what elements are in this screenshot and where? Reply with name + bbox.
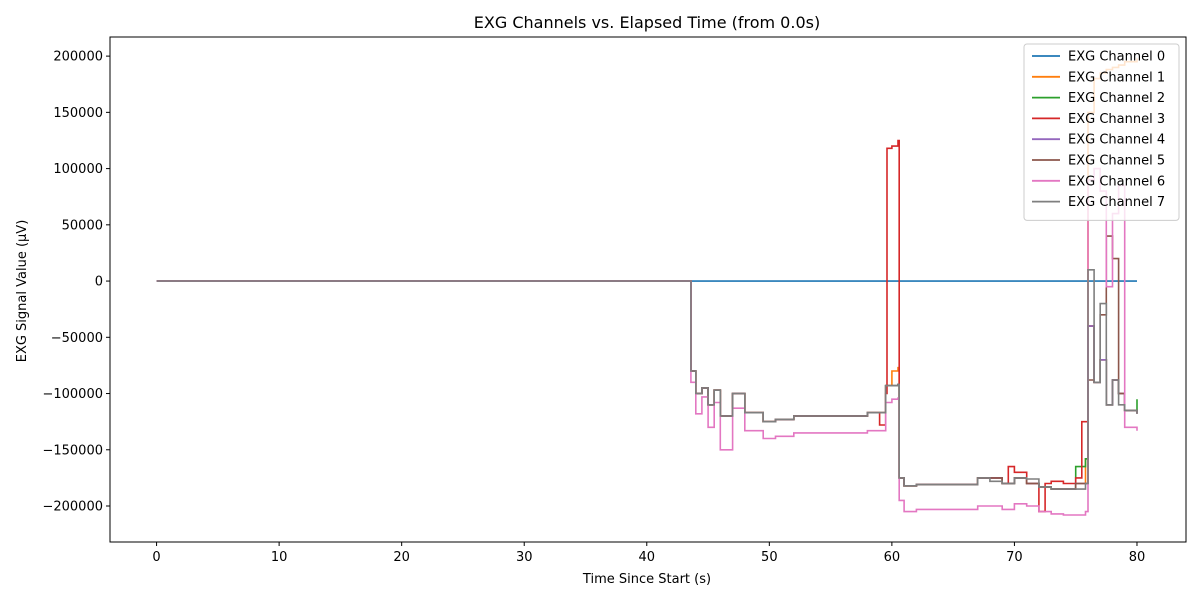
- legend-label: EXG Channel 0: [1068, 50, 1165, 65]
- y-axis: −200000 −150000 −100000 −50000 0 50000 100000 1…: [42, 50, 110, 515]
- legend-label: EXG Channel 4: [1068, 133, 1165, 148]
- y-tick-label: −50000: [51, 331, 103, 346]
- axes-frame: [109, 36, 1187, 543]
- y-tick-label: 100000: [53, 162, 103, 177]
- y-tick-label: −150000: [42, 443, 103, 458]
- legend-label: EXG Channel 3: [1068, 112, 1165, 127]
- legend-box: [1023, 43, 1180, 221]
- x-axis: 0 10 20 30 40 50 60 70 80: [152, 542, 1145, 565]
- x-tick-label: 60: [884, 550, 901, 565]
- x-tick-label: 20: [393, 550, 410, 565]
- x-tick-label: 50: [761, 550, 778, 565]
- x-axis-label: Time Since Start (s): [582, 572, 711, 587]
- y-tick-label: 50000: [62, 218, 103, 233]
- series-line-7: [156, 269, 1138, 490]
- x-tick-label: 80: [1129, 550, 1146, 565]
- y-axis-label: EXG Signal Value (µV): [15, 220, 30, 363]
- y-tick-label: 0: [95, 275, 103, 290]
- x-tick-label: 0: [152, 550, 160, 565]
- x-tick-label: 70: [1006, 550, 1023, 565]
- legend-label: EXG Channel 2: [1068, 91, 1165, 106]
- legend: EXG Channel 0 EXG Channel 1 EXG Channel 2 E…: [1023, 43, 1180, 221]
- y-tick-label: −200000: [42, 500, 103, 515]
- chart-title: EXG Channels vs. Elapsed Time (from 0.0s…: [474, 13, 820, 32]
- legend-label: EXG Channel 5: [1068, 154, 1165, 169]
- x-tick-label: 30: [516, 550, 533, 565]
- axes-background: [110, 37, 1186, 542]
- x-tick-label: 10: [271, 550, 288, 565]
- y-tick-label: 200000: [53, 50, 103, 65]
- plot-area: [109, 36, 1187, 543]
- legend-label: EXG Channel 7: [1068, 195, 1165, 210]
- y-tick-label: 150000: [53, 106, 103, 121]
- legend-label: EXG Channel 6: [1068, 174, 1165, 189]
- x-tick-label: 40: [639, 550, 656, 565]
- y-tick-label: −100000: [42, 387, 103, 402]
- legend-label: EXG Channel 1: [1068, 70, 1165, 85]
